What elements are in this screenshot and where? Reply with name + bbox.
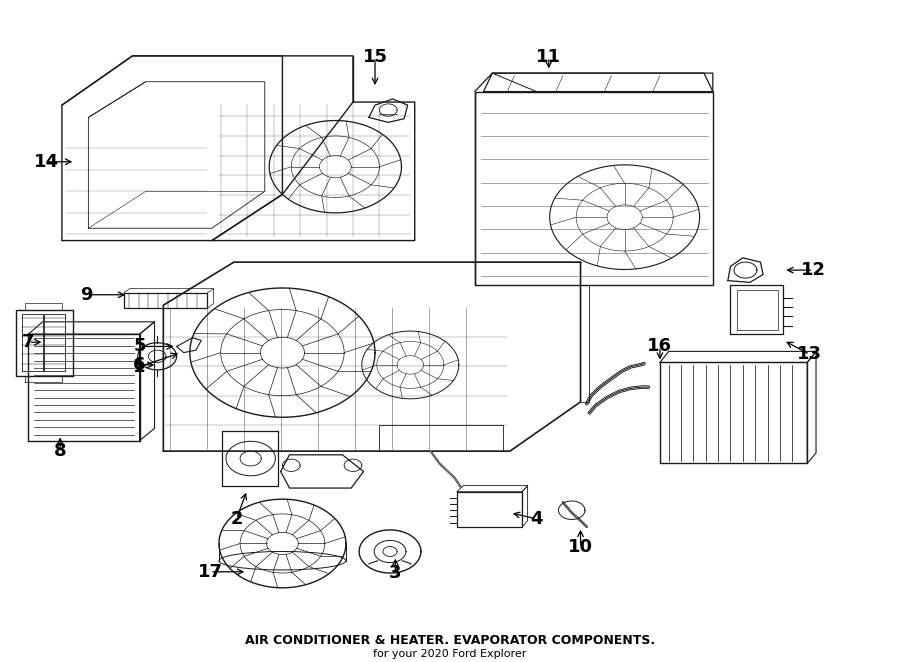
Text: 11: 11 bbox=[536, 48, 562, 66]
Text: 12: 12 bbox=[801, 261, 826, 279]
Text: 5: 5 bbox=[133, 338, 146, 355]
Text: 17: 17 bbox=[198, 563, 222, 581]
Text: for your 2020 Ford Explorer: for your 2020 Ford Explorer bbox=[374, 649, 526, 659]
Text: 10: 10 bbox=[568, 538, 593, 556]
Text: 14: 14 bbox=[33, 153, 58, 171]
Text: 2: 2 bbox=[230, 510, 243, 528]
Text: 16: 16 bbox=[647, 338, 672, 355]
Text: 7: 7 bbox=[22, 333, 35, 351]
Text: 6: 6 bbox=[133, 356, 146, 374]
Text: 9: 9 bbox=[80, 286, 93, 304]
Text: 1: 1 bbox=[133, 357, 146, 376]
Text: AIR CONDITIONER & HEATER. EVAPORATOR COMPONENTS.: AIR CONDITIONER & HEATER. EVAPORATOR COM… bbox=[245, 634, 655, 647]
Text: 4: 4 bbox=[530, 510, 543, 528]
Text: 8: 8 bbox=[54, 442, 67, 460]
Text: 15: 15 bbox=[363, 48, 388, 66]
Text: 13: 13 bbox=[797, 346, 823, 363]
Text: 3: 3 bbox=[389, 564, 401, 582]
